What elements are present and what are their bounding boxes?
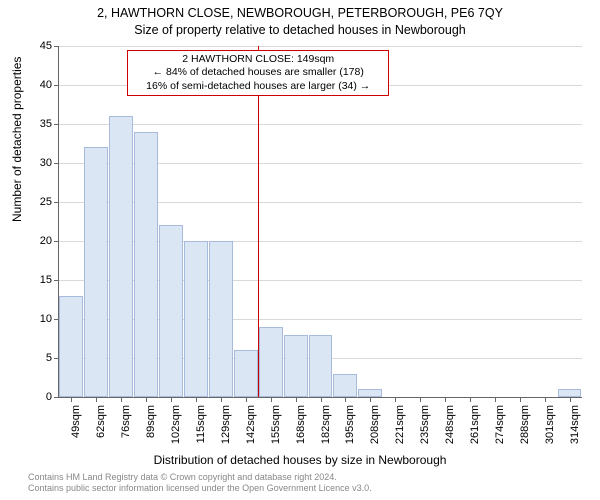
ytick-mark <box>54 46 59 47</box>
histogram-bar <box>558 389 582 397</box>
xtick-label: 102sqm <box>170 405 182 453</box>
histogram-bar <box>259 327 283 397</box>
xtick-mark <box>271 397 272 402</box>
xtick-label: 301sqm <box>544 405 556 453</box>
ytick-label: 5 <box>30 352 52 364</box>
chart-title-line1: 2, HAWTHORN CLOSE, NEWBOROUGH, PETERBORO… <box>0 6 600 20</box>
ytick-label: 15 <box>30 274 52 286</box>
attribution-text: Contains HM Land Registry data © Crown c… <box>28 472 372 494</box>
xtick-label: 195sqm <box>344 405 356 453</box>
ytick-label: 40 <box>30 79 52 91</box>
xtick-label: 142sqm <box>245 405 257 453</box>
ytick-mark <box>54 280 59 281</box>
xtick-label: 208sqm <box>369 405 381 453</box>
xtick-label: 89sqm <box>145 405 157 453</box>
xtick-label: 155sqm <box>270 405 282 453</box>
ytick-mark <box>54 397 59 398</box>
ytick-mark <box>54 163 59 164</box>
ytick-label: 35 <box>30 118 52 130</box>
xtick-label: 182sqm <box>320 405 332 453</box>
xtick-mark <box>171 397 172 402</box>
ytick-label: 20 <box>30 235 52 247</box>
xtick-mark <box>545 397 546 402</box>
xtick-label: 248sqm <box>444 405 456 453</box>
xtick-mark <box>470 397 471 402</box>
gridline <box>59 46 582 47</box>
xtick-mark <box>121 397 122 402</box>
annotation-box: 2 HAWTHORN CLOSE: 149sqm ← 84% of detach… <box>127 50 389 96</box>
xtick-mark <box>420 397 421 402</box>
xtick-mark <box>221 397 222 402</box>
histogram-bar <box>184 241 208 397</box>
xtick-mark <box>196 397 197 402</box>
plot-area: 2 HAWTHORN CLOSE: 149sqm ← 84% of detach… <box>58 46 582 398</box>
ytick-label: 45 <box>30 40 52 52</box>
x-axis-label: Distribution of detached houses by size … <box>0 453 600 467</box>
histogram-bar <box>333 374 357 397</box>
xtick-mark <box>495 397 496 402</box>
attribution-line2: Contains public sector information licen… <box>28 483 372 494</box>
xtick-label: 235sqm <box>419 405 431 453</box>
xtick-mark <box>246 397 247 402</box>
histogram-bar <box>209 241 233 397</box>
ytick-mark <box>54 124 59 125</box>
xtick-mark <box>445 397 446 402</box>
xtick-mark <box>570 397 571 402</box>
histogram-bar <box>234 350 258 397</box>
ytick-mark <box>54 358 59 359</box>
ytick-mark <box>54 85 59 86</box>
chart-title-line2: Size of property relative to detached ho… <box>0 23 600 37</box>
xtick-label: 168sqm <box>295 405 307 453</box>
xtick-mark <box>345 397 346 402</box>
histogram-bar <box>109 116 133 397</box>
gridline <box>59 124 582 125</box>
xtick-label: 115sqm <box>195 405 207 453</box>
xtick-label: 314sqm <box>569 405 581 453</box>
histogram-bar <box>59 296 83 397</box>
histogram-bar <box>84 147 108 397</box>
xtick-label: 49sqm <box>70 405 82 453</box>
xtick-mark <box>395 397 396 402</box>
xtick-label: 274sqm <box>494 405 506 453</box>
chart-container: 2, HAWTHORN CLOSE, NEWBOROUGH, PETERBORO… <box>0 0 600 500</box>
annotation-line1: 2 HAWTHORN CLOSE: 149sqm <box>132 53 384 66</box>
xtick-mark <box>96 397 97 402</box>
xtick-label: 62sqm <box>95 405 107 453</box>
annotation-line2: ← 84% of detached houses are smaller (17… <box>132 66 384 79</box>
y-axis-label: Number of detached properties <box>10 57 24 222</box>
ytick-mark <box>54 202 59 203</box>
histogram-bar <box>284 335 308 397</box>
xtick-mark <box>71 397 72 402</box>
ytick-mark <box>54 319 59 320</box>
histogram-bar <box>309 335 333 397</box>
xtick-label: 261sqm <box>469 405 481 453</box>
xtick-mark <box>146 397 147 402</box>
ytick-label: 25 <box>30 196 52 208</box>
marker-line <box>258 46 259 397</box>
xtick-mark <box>520 397 521 402</box>
histogram-bar <box>134 132 158 397</box>
xtick-label: 129sqm <box>220 405 232 453</box>
ytick-label: 30 <box>30 157 52 169</box>
ytick-label: 10 <box>30 313 52 325</box>
xtick-label: 221sqm <box>394 405 406 453</box>
annotation-line3: 16% of semi-detached houses are larger (… <box>132 80 384 93</box>
histogram-bar <box>159 225 183 397</box>
xtick-mark <box>370 397 371 402</box>
ytick-label: 0 <box>30 391 52 403</box>
xtick-mark <box>296 397 297 402</box>
xtick-label: 288sqm <box>519 405 531 453</box>
xtick-label: 76sqm <box>120 405 132 453</box>
ytick-mark <box>54 241 59 242</box>
attribution-line1: Contains HM Land Registry data © Crown c… <box>28 472 372 483</box>
xtick-mark <box>321 397 322 402</box>
histogram-bar <box>358 389 382 397</box>
